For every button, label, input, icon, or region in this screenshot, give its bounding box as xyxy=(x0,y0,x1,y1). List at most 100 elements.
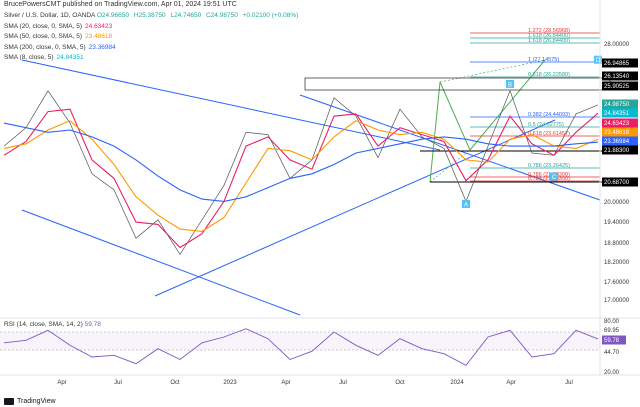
rising-trendline xyxy=(154,119,556,297)
pattern-marker-label: C xyxy=(552,175,557,181)
price-tick: 25.90525 xyxy=(604,84,630,90)
rsi-tick: 20.00 xyxy=(604,370,620,376)
fib-label: 0.5 (24.02775) xyxy=(528,122,564,128)
rsi-label: RSI (14, close, SMA, 14, 2) xyxy=(4,321,83,328)
price-tag xyxy=(602,108,638,118)
legend: Silver / U.S. Dollar, 1D, OANDA O24.9665… xyxy=(4,11,298,64)
open-value: O24.96650 xyxy=(96,12,130,19)
pattern-leg-3 xyxy=(469,59,546,151)
tradingview-icon xyxy=(4,398,14,405)
pattern-marker-box xyxy=(462,199,470,208)
series-line-1 xyxy=(3,108,599,249)
time-tick: Jul xyxy=(339,380,347,386)
fib-label: 0.618 (26.22580) xyxy=(528,72,570,78)
price-tick: 18.20000 xyxy=(604,260,630,266)
price-tick: 17.00000 xyxy=(604,298,630,304)
fib-levels: 1.272 (28.56968)1.618 (26.84400)1.618 (2… xyxy=(470,28,600,182)
series-lines xyxy=(3,89,599,256)
price-tick: 28.00000 xyxy=(604,42,630,48)
rsi-tick: 59.78 xyxy=(604,338,620,344)
fib-label: 1 (27.14575) xyxy=(528,57,559,63)
rsi-legend[interactable]: RSI (14, close, SMA, 14, 2) 59.78 xyxy=(4,321,101,328)
time-tick: Apr xyxy=(281,380,290,386)
price-tick: 23.48618 xyxy=(604,130,630,136)
fib-label: 0.786 (23.26425) xyxy=(528,163,570,169)
pattern-marker-box xyxy=(506,79,514,88)
indicator-value: 23.36984 xyxy=(88,43,116,51)
indicator-value: 23.48618 xyxy=(85,33,113,40)
price-tick: 26.94865 xyxy=(604,61,630,67)
fib-label: 0.382 (24.44093) xyxy=(528,112,570,118)
rsi-tick: 80.00 xyxy=(604,319,620,325)
close-value: C24.98750 xyxy=(206,12,238,19)
price-tick: 17.60000 xyxy=(604,280,630,286)
price-tag xyxy=(602,118,638,128)
price-tick: 20.00000 xyxy=(604,200,630,206)
series-line-0 xyxy=(3,89,599,256)
fib-label: 0.618 (23.61457) xyxy=(528,131,570,137)
price-tick: 24.98750 xyxy=(604,102,630,108)
pattern-leg-4 xyxy=(429,149,471,183)
price-tag xyxy=(602,145,638,155)
indicator-label: SMA (20, close, 0, SMA, 5) xyxy=(4,22,83,30)
price-tag xyxy=(602,127,638,137)
fib-label: 1.618 (26.84400) xyxy=(528,38,570,44)
rsi-band xyxy=(0,332,600,350)
trendlines xyxy=(21,59,611,316)
pattern-leg-1 xyxy=(429,81,441,183)
publisher-line: BrucePowersCMT published on TradingView.… xyxy=(4,1,237,8)
pattern-marker-box xyxy=(594,55,602,64)
rsi-panel xyxy=(0,317,640,366)
indicator-value: 24.84351 xyxy=(56,54,84,61)
pattern-leg-5 xyxy=(439,59,546,83)
fib-label: 1.618 (26.84400) xyxy=(528,33,570,39)
axes xyxy=(0,0,640,376)
upper-trendline xyxy=(21,59,441,151)
indicator-sma50[interactable]: SMA (50, close, 0, SMA, 5) 23.48618 xyxy=(4,32,298,43)
high-value: H25.38750 xyxy=(133,12,166,19)
fib-label: 0.786 (21.88300) xyxy=(528,172,570,178)
price-scale: 28.00000 26.94865 26.13540 25.90525 24.98750… xyxy=(602,42,638,304)
price-tick: 23.36984 xyxy=(604,139,630,145)
change-value: +0.02100 (+0.08%) xyxy=(242,12,299,19)
time-tick: Oct xyxy=(170,380,180,386)
symbol-title: Silver / U.S. Dollar, 1D, OANDA xyxy=(4,12,96,19)
time-tick: Oct xyxy=(395,380,405,386)
rsi-scale: 80.00 69.95 59.78 44.70 20.00 xyxy=(602,319,626,376)
rsi-value: 59.78 xyxy=(84,321,101,328)
pattern-marker-label: A xyxy=(464,202,468,208)
price-tag xyxy=(602,71,638,81)
pattern-marker-label: B xyxy=(508,82,512,88)
indicator-value: 24.63423 xyxy=(85,22,113,30)
price-tick: 18.80000 xyxy=(604,241,630,247)
indicator-sma8[interactable]: SMA (8, close, 5) 24.84351 xyxy=(4,53,298,64)
time-tick: 2023 xyxy=(223,380,237,386)
price-tick: 19.40000 xyxy=(604,220,630,226)
tradingview-logo[interactable]: TradingView xyxy=(4,398,56,405)
top-box xyxy=(304,77,611,91)
price-tag xyxy=(602,99,638,109)
price-tick: 26.13540 xyxy=(604,74,630,80)
time-tick: Apr xyxy=(57,380,66,386)
lower-trendline xyxy=(21,209,301,316)
price-tag xyxy=(602,136,638,146)
pattern-marker-label: D xyxy=(596,58,601,64)
time-tick: 2024 xyxy=(450,380,464,386)
price-tick: 21.88300 xyxy=(604,148,630,154)
rsi-tick: 44.70 xyxy=(604,350,620,356)
pattern-markers: A B C D xyxy=(462,55,602,208)
rsi-value-tag xyxy=(602,335,626,345)
indicator-sma20[interactable]: SMA (20, close, 0, SMA, 5) 24.63423 xyxy=(4,22,298,33)
price-tag xyxy=(602,58,638,68)
fib-label: 0.786 (21.88300) xyxy=(528,176,570,182)
indicator-label: SMA (200, close, 0, SMA, 5) xyxy=(4,43,86,51)
rsi-tick: 69.95 xyxy=(604,328,620,334)
price-tag xyxy=(602,177,638,187)
symbol-row[interactable]: Silver / U.S. Dollar, 1D, OANDA O24.9665… xyxy=(4,11,298,22)
tradingview-text: TradingView xyxy=(17,398,56,405)
low-value: L24.74650 xyxy=(170,12,202,19)
channel-top xyxy=(299,94,601,201)
indicator-label: SMA (50, close, 0, SMA, 5) xyxy=(4,33,83,40)
indicator-sma200[interactable]: SMA (200, close, 0, SMA, 5) 23.36984 xyxy=(4,43,298,54)
